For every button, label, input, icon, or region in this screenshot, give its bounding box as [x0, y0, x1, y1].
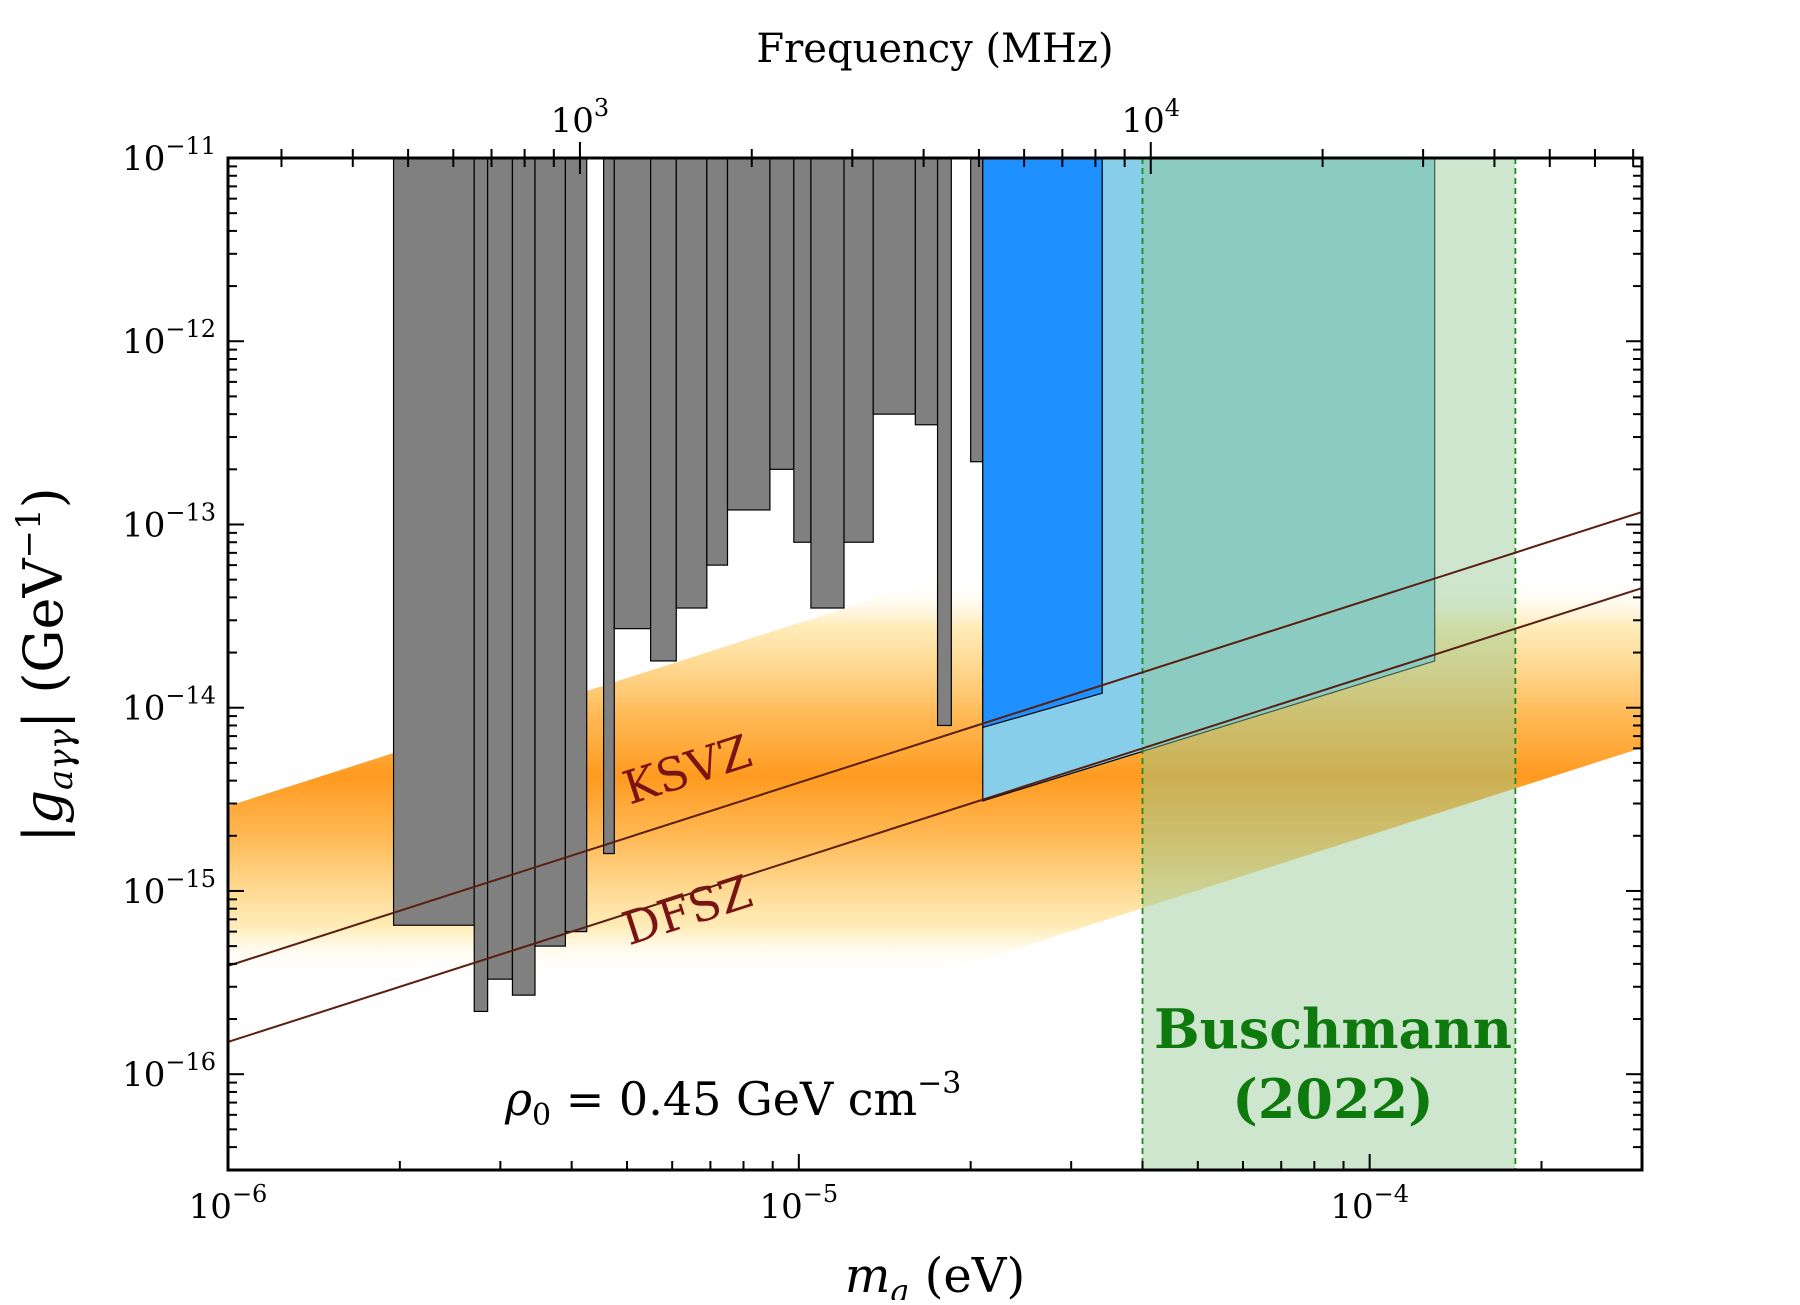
haloscope-region-0 — [392, 158, 475, 926]
haloscope-region-16 — [872, 158, 916, 415]
tick-labels: 10−6 10−5 10−4 10−11 10−12 10−13 10−14 10−15 10−… — [122, 94, 1409, 1227]
density-annotation: ρ0 = 0.45 GeV cm−3 — [504, 1066, 961, 1133]
y-tick-label: 10−15 — [122, 865, 216, 912]
y-tick-label: 10−14 — [122, 682, 216, 729]
axis-ticks — [227, 142, 1642, 1171]
buschmann-year: (2022) — [1232, 1067, 1433, 1131]
blue-region — [982, 158, 1103, 729]
haloscope-region-13 — [793, 158, 812, 543]
haloscope-region-2 — [487, 158, 514, 980]
top-axis-label: Frequency (MHz) — [756, 26, 1113, 72]
y-tick-label: 10−13 — [122, 498, 216, 545]
haloscope-region-18 — [936, 158, 952, 727]
haloscope-region-4 — [534, 158, 566, 947]
model-lines — [228, 511, 1642, 1043]
haloscope-region-6 — [603, 158, 615, 855]
plot-area — [228, 158, 1642, 1170]
dfsz-line — [228, 587, 1642, 1043]
haloscope-limits — [392, 158, 984, 1013]
haloscope-region-12 — [769, 158, 795, 470]
x-tick-label: 10−6 — [189, 1180, 268, 1227]
haloscope-region-9 — [675, 158, 708, 609]
haloscope-region-5 — [564, 158, 588, 933]
x-tick-label: 10−4 — [1330, 1180, 1409, 1227]
haloscope-region-8 — [650, 158, 677, 662]
y-axis-label: |gaγγ| (GeV−1) — [9, 487, 81, 842]
ksvz-line — [228, 511, 1642, 967]
experiment-regions — [982, 158, 1517, 1170]
haloscope-region-7 — [613, 158, 652, 630]
haloscope-region-17 — [914, 158, 939, 426]
plot-frame — [226, 156, 1644, 1172]
top-tick-label: 104 — [1121, 94, 1180, 141]
haloscope-region-15 — [843, 158, 874, 543]
buschmann-region — [1142, 158, 1516, 1170]
y-tick-label: 10−12 — [122, 315, 216, 362]
haloscope-region-3 — [511, 158, 536, 996]
y-tick-label: 10−16 — [122, 1048, 216, 1095]
haloscope-region-11 — [726, 158, 771, 511]
haloscope-region-19 — [970, 158, 984, 463]
x-axis-label: ma (eV) — [845, 1248, 1025, 1300]
haloscope-region-14 — [810, 158, 845, 609]
x-tick-label: 10−5 — [759, 1180, 838, 1227]
haloscope-region-10 — [706, 158, 729, 566]
top-tick-label: 103 — [551, 94, 610, 141]
y-tick-label: 10−11 — [122, 132, 216, 179]
buschmann-label: Buschmann — [1154, 997, 1512, 1061]
